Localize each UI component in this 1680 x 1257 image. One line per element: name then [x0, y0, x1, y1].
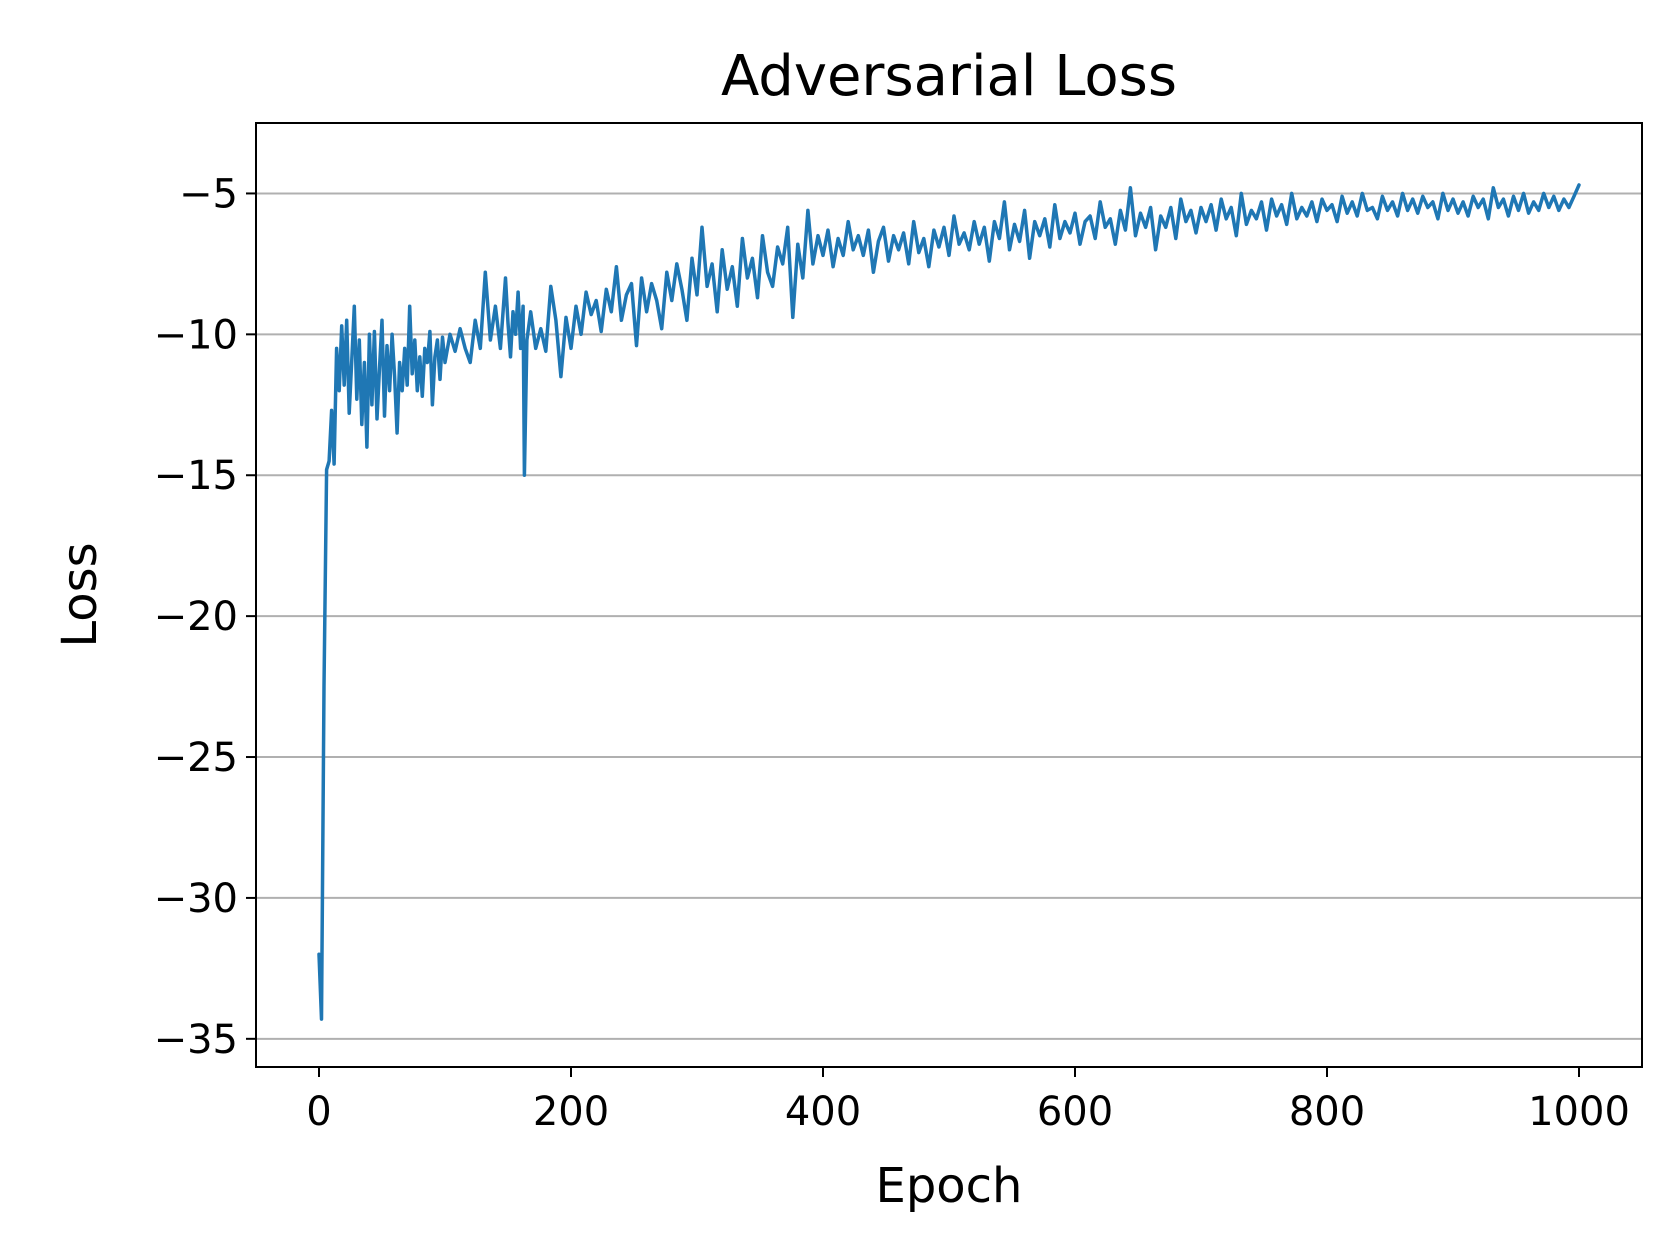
- y-axis-ticks: −5 −10 −15 −20 −25 −30 −35: [154, 171, 256, 1063]
- x-tick-label: 0: [306, 1089, 331, 1135]
- plot-frame: [255, 122, 1643, 1068]
- y-tick-label: −30: [154, 876, 238, 922]
- y-tick-label: −35: [154, 1017, 238, 1063]
- y-tick-label: −10: [154, 312, 238, 358]
- grid-lines: [256, 192, 1642, 1040]
- series-layer: [317, 183, 1581, 1021]
- y-tick-label: −20: [154, 594, 238, 640]
- loss-series-line: [317, 183, 1581, 1021]
- x-axis-label: Epoch: [876, 1158, 1023, 1214]
- x-axis-ticks: 0 200 400 600 800 1000: [306, 1067, 1630, 1135]
- y-tick-label: −25: [154, 735, 238, 781]
- x-tick-label: 600: [1037, 1089, 1113, 1135]
- x-tick-label: 800: [1289, 1089, 1365, 1135]
- y-tick-label: −5: [179, 171, 238, 217]
- chart-title: Adversarial Loss: [721, 44, 1177, 109]
- x-tick-label: 200: [533, 1089, 609, 1135]
- x-tick-label: 1000: [1528, 1089, 1630, 1135]
- y-tick-label: −15: [154, 453, 238, 499]
- y-axis-label: Loss: [52, 542, 108, 647]
- x-tick-label: 400: [785, 1089, 861, 1135]
